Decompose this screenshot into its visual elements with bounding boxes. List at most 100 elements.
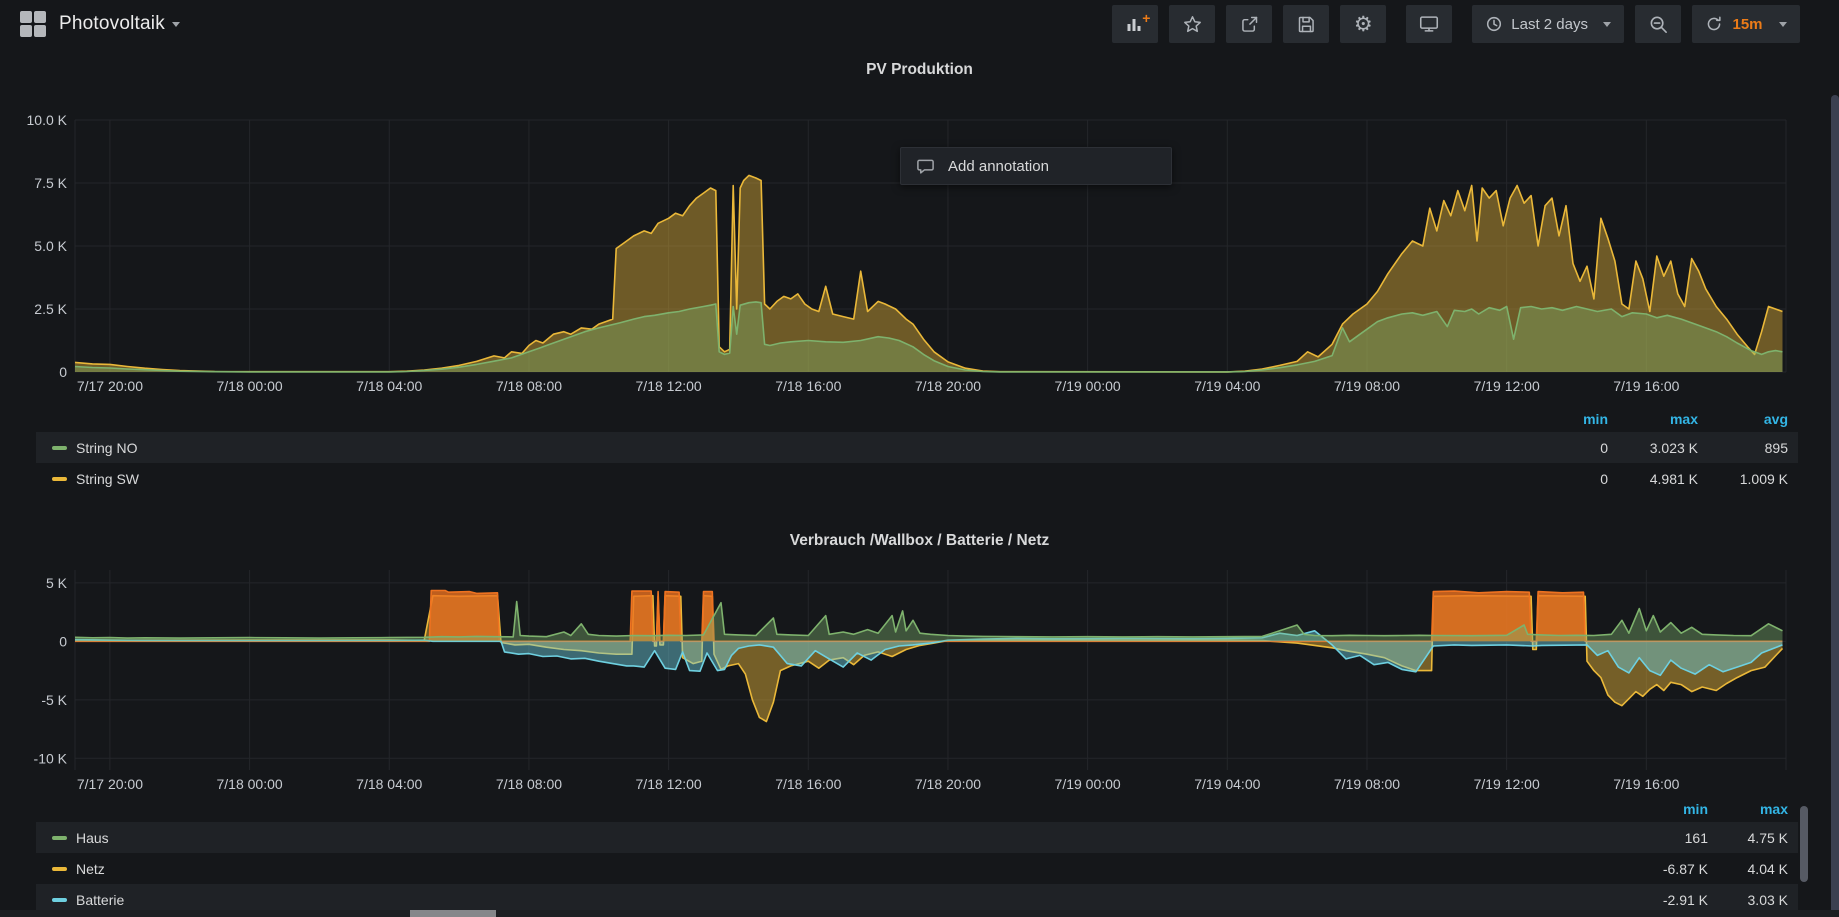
series-line-wallbox (75, 589, 1783, 643)
verbrauch-chart[interactable]: 5 K 0 -5 K -10 K 7/17 20:00 7/18 00:00 7/18 04… (0, 560, 1839, 792)
series-line-netz (74, 594, 1784, 723)
svg-text:7/18 08:00: 7/18 08:00 (496, 776, 562, 792)
time-range-picker[interactable]: Last 2 days (1472, 5, 1624, 43)
star-button[interactable] (1169, 5, 1216, 43)
svg-text:7/18 00:00: 7/18 00:00 (217, 776, 283, 792)
svg-text:7/18 00:00: 7/18 00:00 (217, 378, 283, 394)
legend-row[interactable]: String NO 0 3.023 K 895 (36, 432, 1798, 463)
legend-stat-value: 4.04 K (1747, 860, 1788, 877)
dashboard-title-dropdown[interactable]: Photovoltaik (59, 13, 180, 35)
svg-text:7/19 12:00: 7/19 12:00 (1474, 776, 1540, 792)
legend-stat-header[interactable]: min (1683, 801, 1708, 817)
settings-button[interactable]: ⚙ (1340, 5, 1387, 43)
legend-stat-value: 4.981 K (1649, 470, 1698, 487)
legend-stat-header[interactable]: max (1759, 801, 1788, 817)
legend-series-swatch[interactable] (52, 866, 67, 871)
legend-series-label[interactable]: Haus (76, 829, 109, 846)
legend-stat-values: -6.87 K 4.04 K (1628, 853, 1788, 884)
page-vertical-scrollbar[interactable] (1831, 95, 1839, 917)
legend-stat-value: 3.03 K (1747, 891, 1788, 908)
legend-stat-values: -2.91 K 3.03 K (1628, 884, 1788, 915)
save-icon (1298, 16, 1314, 32)
navbar: Photovoltaik + (0, 0, 1839, 48)
legend-stat-values: 161 4.75 K (1628, 822, 1788, 853)
dashboards-grid-icon[interactable] (20, 11, 46, 37)
svg-text:2.5 K: 2.5 K (34, 301, 67, 317)
add-panel-button[interactable]: + (1112, 5, 1159, 43)
series-area-string-no (75, 301, 1783, 372)
legend-header: min max avg (36, 406, 1798, 432)
legend-stat-header[interactable]: max (1669, 411, 1698, 427)
series-line-string-no (74, 301, 1783, 373)
horizontal-scrollbar-thumb[interactable] (410, 910, 496, 917)
gear-icon: ⚙ (1353, 11, 1373, 36)
svg-text:7/18 20:00: 7/18 20:00 (915, 378, 981, 394)
legend-series-swatch[interactable] (52, 476, 67, 481)
svg-text:7/18 08:00: 7/18 08:00 (496, 378, 562, 394)
series-area-haus (75, 601, 1783, 642)
share-icon (1241, 16, 1258, 32)
legend-scrollbar[interactable] (1800, 806, 1808, 882)
time-range-label: Last 2 days (1511, 15, 1588, 33)
series-line-string-sw (74, 174, 1783, 373)
series-line-batterie (74, 630, 1783, 677)
legend-series-label[interactable]: String NO (76, 439, 138, 456)
refresh-picker[interactable]: 15m (1692, 5, 1800, 43)
svg-text:7/18 16:00: 7/18 16:00 (775, 776, 841, 792)
chevron-down-icon (1778, 21, 1787, 27)
svg-text:7/18 16:00: 7/18 16:00 (775, 378, 841, 394)
svg-text:7/17 20:00: 7/17 20:00 (77, 776, 143, 792)
dashboard-title: Photovoltaik (59, 13, 165, 34)
legend-series-label[interactable]: String SW (76, 470, 140, 487)
svg-text:5 K: 5 K (46, 575, 68, 591)
legend-row[interactable]: String SW 0 4.981 K 1.009 K (36, 463, 1798, 494)
clock-icon (1487, 16, 1502, 32)
svg-text:5.0 K: 5.0 K (34, 238, 67, 254)
legend-stat-value: 895 (1764, 439, 1788, 456)
svg-text:7/19 04:00: 7/19 04:00 (1194, 378, 1260, 394)
svg-text:7/19 00:00: 7/19 00:00 (1055, 776, 1121, 792)
add-annotation-menu-item[interactable]: Add annotation (900, 147, 1172, 185)
legend-row[interactable]: Batterie -2.91 K 3.03 K (36, 884, 1798, 915)
legend-series-swatch[interactable] (52, 445, 67, 450)
svg-text:7.5 K: 7.5 K (34, 175, 67, 191)
pv-produktion-legend: min max avg String NO 0 3.023 K 895 String SW 0 4… (36, 406, 1798, 494)
chevron-down-icon (171, 21, 180, 27)
legend-series-swatch[interactable] (52, 835, 67, 840)
svg-text:7/18 04:00: 7/18 04:00 (356, 776, 422, 792)
svg-text:7/19 08:00: 7/19 08:00 (1334, 776, 1400, 792)
save-button[interactable] (1283, 5, 1330, 43)
cycle-view-mode-button[interactable] (1406, 5, 1453, 43)
legend-header: min max (36, 796, 1798, 822)
svg-text:7/18 04:00: 7/18 04:00 (356, 378, 422, 394)
panel-title-verbrauch[interactable]: Verbrauch /Wallbox / Batterie / Netz (789, 532, 1050, 549)
legend-stat-value: -2.91 K (1662, 891, 1708, 908)
horizontal-scrollbar-track (0, 910, 1839, 917)
legend-stat-value: 1.009 K (1739, 470, 1788, 487)
legend-row[interactable]: Haus 161 4.75 K (36, 822, 1798, 853)
pv-produktion-chart[interactable]: 10.0 K 7.5 K 5.0 K 2.5 K 0 7/17 20:00 7/18 00:… (0, 90, 1839, 408)
plus-icon: + (1142, 10, 1151, 26)
verbrauch-legend: min max Haus 161 4.75 K Netz -6.87 K 4.04 K Batt… (36, 796, 1798, 915)
legend-stat-header[interactable]: avg (1763, 411, 1788, 427)
svg-text:7/19 08:00: 7/19 08:00 (1334, 378, 1400, 394)
svg-text:0: 0 (59, 364, 67, 380)
svg-text:7/18 12:00: 7/18 12:00 (636, 378, 702, 394)
svg-text:7/19 04:00: 7/19 04:00 (1194, 776, 1260, 792)
legend-stat-value: 0 (1600, 470, 1608, 487)
series-area-wallbox (75, 590, 1783, 642)
legend-stat-headers: min max avg (1518, 406, 1788, 432)
share-button[interactable] (1226, 5, 1273, 43)
zoom-out-button[interactable] (1635, 5, 1681, 43)
legend-series-label[interactable]: Batterie (76, 891, 125, 908)
legend-stat-value: 4.75 K (1747, 829, 1788, 846)
svg-text:7/19 16:00: 7/19 16:00 (1613, 378, 1679, 394)
legend-stat-header[interactable]: min (1583, 411, 1608, 427)
legend-row[interactable]: Netz -6.87 K 4.04 K (36, 853, 1798, 884)
svg-text:7/17 20:00: 7/17 20:00 (77, 378, 143, 394)
legend-series-swatch[interactable] (52, 897, 67, 902)
legend-stat-headers: min max (1628, 796, 1788, 822)
panel-title-pv-produktion[interactable]: PV Produktion (866, 61, 973, 78)
legend-series-label[interactable]: Netz (76, 860, 105, 877)
svg-text:-10 K: -10 K (34, 750, 68, 766)
